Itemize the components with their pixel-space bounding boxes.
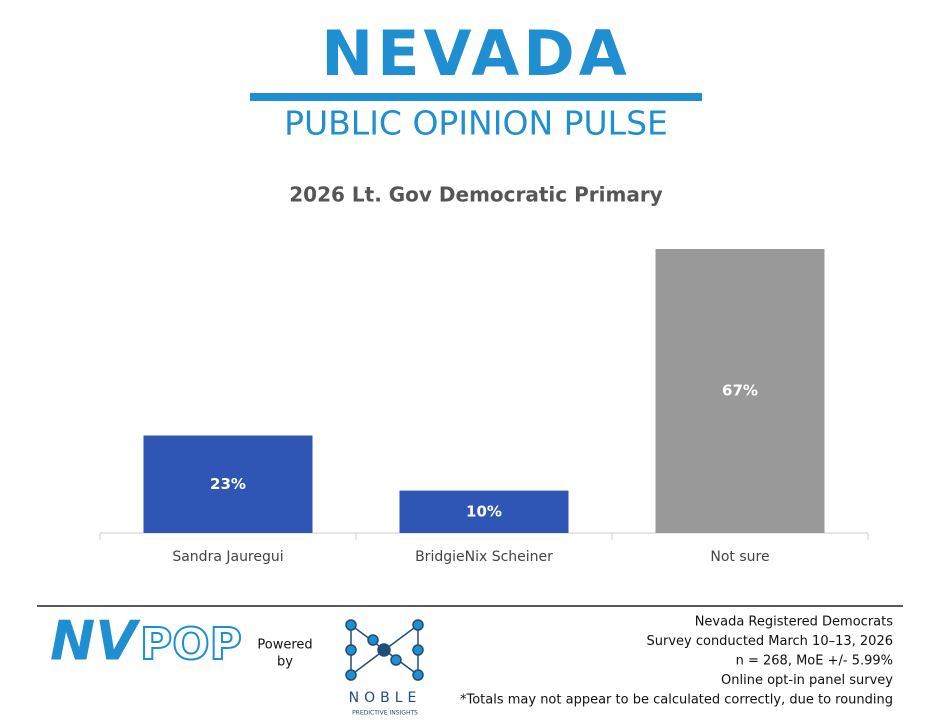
footer-note: Online opt-in panel survey [721,673,893,688]
noble-logo [345,619,424,681]
chart-title: 2026 Lt. Gov Democratic Primary [289,183,662,207]
logo-nv: NV [50,610,141,673]
brand-subtitle: PUBLIC OPINION PULSE [284,104,668,143]
powered-text: by [277,655,293,670]
brand-title: NEVADA [321,17,630,90]
bar [143,435,313,533]
data-label: 23% [210,475,246,493]
logo-pop: POP [140,619,242,670]
footer-note: Nevada Registered Democrats [695,615,894,630]
data-label: 10% [466,502,502,520]
powered-text: Powered [257,638,312,653]
footer-note: Survey conducted March 10–13, 2026 [646,634,893,649]
x-tick-label: Not sure [710,549,769,565]
bar [399,490,569,533]
noble-name: NOBLE [349,690,422,706]
x-tick-label: Sandra Jauregui [172,549,283,565]
x-tick-label: BridgieNix Scheiner [415,549,553,565]
brand-rule [250,93,702,101]
bar [655,249,825,533]
footer-note: n = 268, MoE +/- 5.99% [736,654,893,669]
noble-sub: PREDICTIVE INSIGHTS [352,710,418,717]
footer-note: *Totals may not appear to be calculated … [460,693,893,708]
data-label: 67% [722,382,758,400]
